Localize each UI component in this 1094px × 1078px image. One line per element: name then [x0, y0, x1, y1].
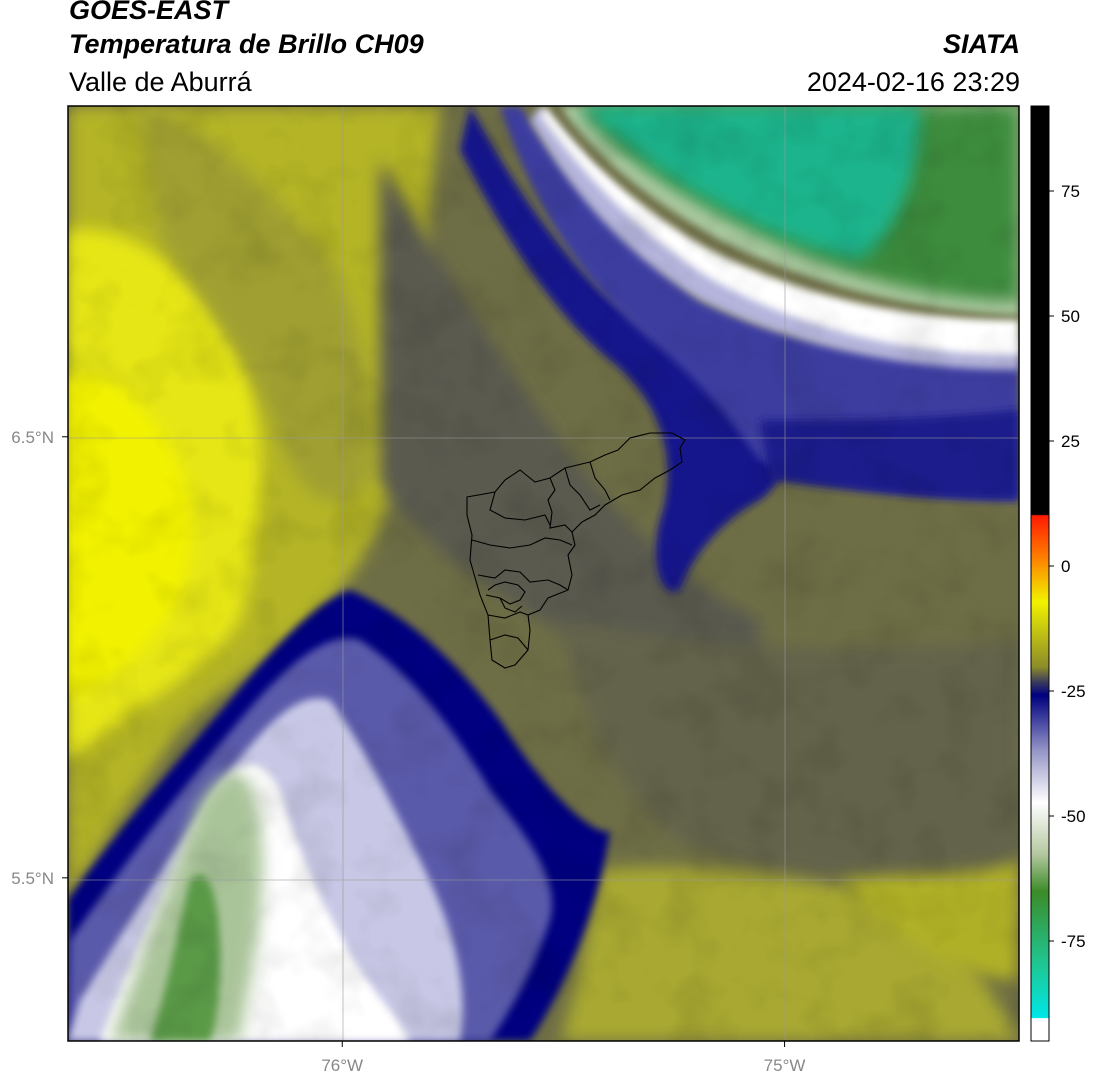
colorbar-tick-label: 50: [1061, 307, 1080, 326]
lon-tick-label: 76°W: [321, 1056, 363, 1075]
colorbar-tick-label: 0: [1061, 557, 1070, 576]
map-frame: [67, 105, 1020, 1042]
colorbar-tick-label: -50: [1061, 807, 1086, 826]
product-title: Temperatura de Brillo CH09: [69, 29, 424, 59]
satellite-name: GOES-EAST: [69, 0, 229, 25]
agency-name: SIATA: [943, 29, 1020, 59]
colorbar-tick-label: -25: [1061, 682, 1086, 701]
latitude-ticks: 6.5°N 5.5°N: [11, 428, 68, 888]
colorbar: 75 50 25 0 -25 -50 -75: [1030, 105, 1086, 1042]
brightness-temperature-field: [68, 106, 1019, 1041]
colorbar-tick-label: 75: [1061, 182, 1080, 201]
lon-tick-label: 75°W: [764, 1056, 806, 1075]
colorbar-ticks: 75 50 25 0 -25 -50 -75: [1049, 182, 1086, 951]
observation-datetime: 2024-02-16 23:29: [806, 67, 1020, 97]
region-name: Valle de Aburrá: [69, 67, 252, 97]
gridlines: [68, 106, 1019, 1041]
longitude-ticks: 76°W 75°W: [321, 1041, 805, 1075]
colorbar-bar: [1030, 105, 1050, 1042]
colorbar-tick-label: 25: [1061, 432, 1080, 451]
lat-tick-label: 5.5°N: [11, 869, 54, 888]
colorbar-tick-label: -75: [1061, 932, 1086, 951]
lat-tick-label: 6.5°N: [11, 428, 54, 447]
municipal-boundaries: [466, 432, 686, 669]
